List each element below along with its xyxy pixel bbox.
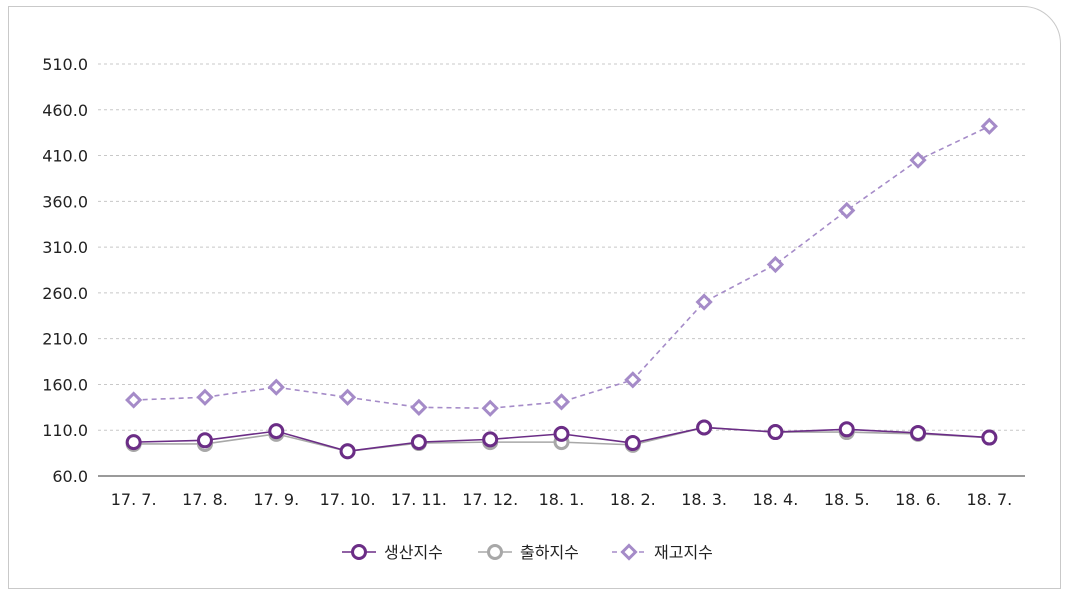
y-tick-label: 210.0 bbox=[42, 330, 88, 349]
data-point bbox=[125, 391, 143, 409]
x-tick-label: 17. 12. bbox=[462, 490, 518, 509]
y-tick-label: 110.0 bbox=[42, 421, 88, 440]
data-point bbox=[910, 424, 927, 441]
grid-lines bbox=[98, 63, 1025, 431]
data-point bbox=[410, 398, 428, 416]
data-point bbox=[909, 151, 927, 169]
data-point bbox=[482, 431, 499, 448]
y-tick-label: 310.0 bbox=[42, 238, 88, 257]
x-tick-label: 18. 5. bbox=[824, 490, 870, 509]
data-point bbox=[624, 371, 642, 389]
data-point bbox=[553, 425, 570, 442]
x-tick-label: 17. 11. bbox=[391, 490, 447, 509]
x-tick-label: 18. 3. bbox=[681, 490, 727, 509]
data-point bbox=[267, 378, 285, 396]
x-tick-label: 18. 7. bbox=[966, 490, 1012, 509]
data-point bbox=[838, 421, 855, 438]
x-axis-ticks: 17. 7. 17. 8. 17. 9. 17. 10. 17. 11. 17. 12. 1… bbox=[111, 490, 1012, 509]
x-tick-label: 17. 10. bbox=[320, 490, 376, 509]
data-point bbox=[196, 388, 214, 406]
legend-label: 출하지수 bbox=[520, 543, 579, 562]
legend-marker bbox=[620, 543, 638, 561]
data-point bbox=[838, 201, 856, 220]
x-tick-label: 18. 4. bbox=[753, 490, 799, 509]
y-axis-ticks: 60.0 110.0 160.0 210.0 260.0 310.0 360.0 410.0 4… bbox=[42, 55, 88, 486]
x-tick-label: 18. 6. bbox=[895, 490, 941, 509]
y-tick-label: 60.0 bbox=[52, 467, 88, 486]
y-tick-label: 410.0 bbox=[42, 147, 88, 166]
data-point bbox=[981, 429, 998, 446]
data-point bbox=[410, 434, 427, 451]
data-point bbox=[552, 393, 571, 411]
data-point bbox=[980, 117, 998, 135]
data-point bbox=[338, 388, 357, 406]
y-tick-label: 460.0 bbox=[42, 101, 88, 120]
x-tick-label: 17. 7. bbox=[111, 490, 157, 509]
series-line bbox=[133, 125, 990, 410]
data-point bbox=[696, 419, 713, 436]
x-tick-label: 17. 9. bbox=[253, 490, 299, 509]
series-group bbox=[125, 117, 998, 460]
data-point bbox=[125, 434, 142, 451]
legend-label: 재고지수 bbox=[654, 543, 713, 562]
chart-frame bbox=[8, 6, 1061, 589]
data-point bbox=[196, 432, 213, 449]
y-tick-label: 360.0 bbox=[42, 192, 88, 211]
data-point bbox=[767, 424, 784, 441]
y-tick-label: 510.0 bbox=[42, 55, 88, 74]
data-point bbox=[624, 435, 641, 452]
legend: 생산지수 출하지수 재고지수 bbox=[342, 543, 713, 562]
x-tick-label: 17. 8. bbox=[182, 490, 228, 509]
legend-label: 생산지수 bbox=[384, 543, 443, 562]
legend-marker bbox=[351, 544, 367, 560]
x-tick-label: 18. 2. bbox=[610, 490, 656, 509]
legend-marker bbox=[487, 544, 503, 560]
y-tick-label: 260.0 bbox=[42, 284, 88, 303]
data-point bbox=[766, 255, 785, 274]
x-tick-label: 18. 1. bbox=[539, 490, 585, 509]
data-point bbox=[695, 293, 713, 311]
y-tick-label: 160.0 bbox=[42, 375, 88, 394]
data-point bbox=[481, 399, 499, 417]
data-point bbox=[339, 443, 356, 460]
data-point bbox=[268, 423, 285, 440]
